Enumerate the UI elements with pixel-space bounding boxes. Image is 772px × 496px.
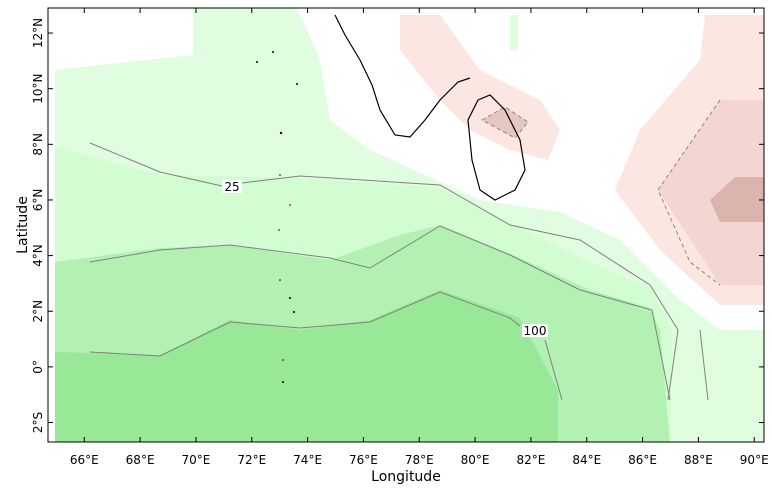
contour-label: 100 [524,324,547,338]
x-tick-label: 70°E [182,453,211,467]
x-tick-label: 72°E [237,453,266,467]
y-tick-label: 2°N [31,300,45,323]
fills [55,8,764,442]
label-bg [522,324,548,337]
x-tick-label: 82°E [516,453,545,467]
y-axis-title: Latitude [15,196,31,254]
x-tick-label: 80°E [461,453,490,467]
x-tick-label: 88°E [684,453,713,467]
y-tick-label: 8°N [31,133,45,156]
x-tick-label: 90°E [740,453,769,467]
x-tick-label: 76°E [349,453,378,467]
coastline [256,14,526,383]
x-tick-label: 78°E [405,453,434,467]
y-tick-label: 2°S [31,412,45,433]
y-tick-label: 10°N [31,74,45,104]
y-tick-label: 0° [31,360,45,374]
x-tick-label: 84°E [572,453,601,467]
contour-label: 25 [224,180,239,194]
contour-lines [89,142,709,401]
label-bg [222,180,242,193]
x-axis-title: Longitude [371,469,441,485]
x-tick-label: 86°E [628,453,657,467]
plot-frame [47,7,765,443]
x-tick-label: 74°E [293,453,322,467]
x-tick-label: 68°E [126,453,155,467]
y-tick-label: 6°N [31,189,45,212]
y-tick-label: 4°N [31,244,45,267]
y-tick-label: 12°N [31,18,45,48]
x-tick-label: 66°E [70,453,99,467]
